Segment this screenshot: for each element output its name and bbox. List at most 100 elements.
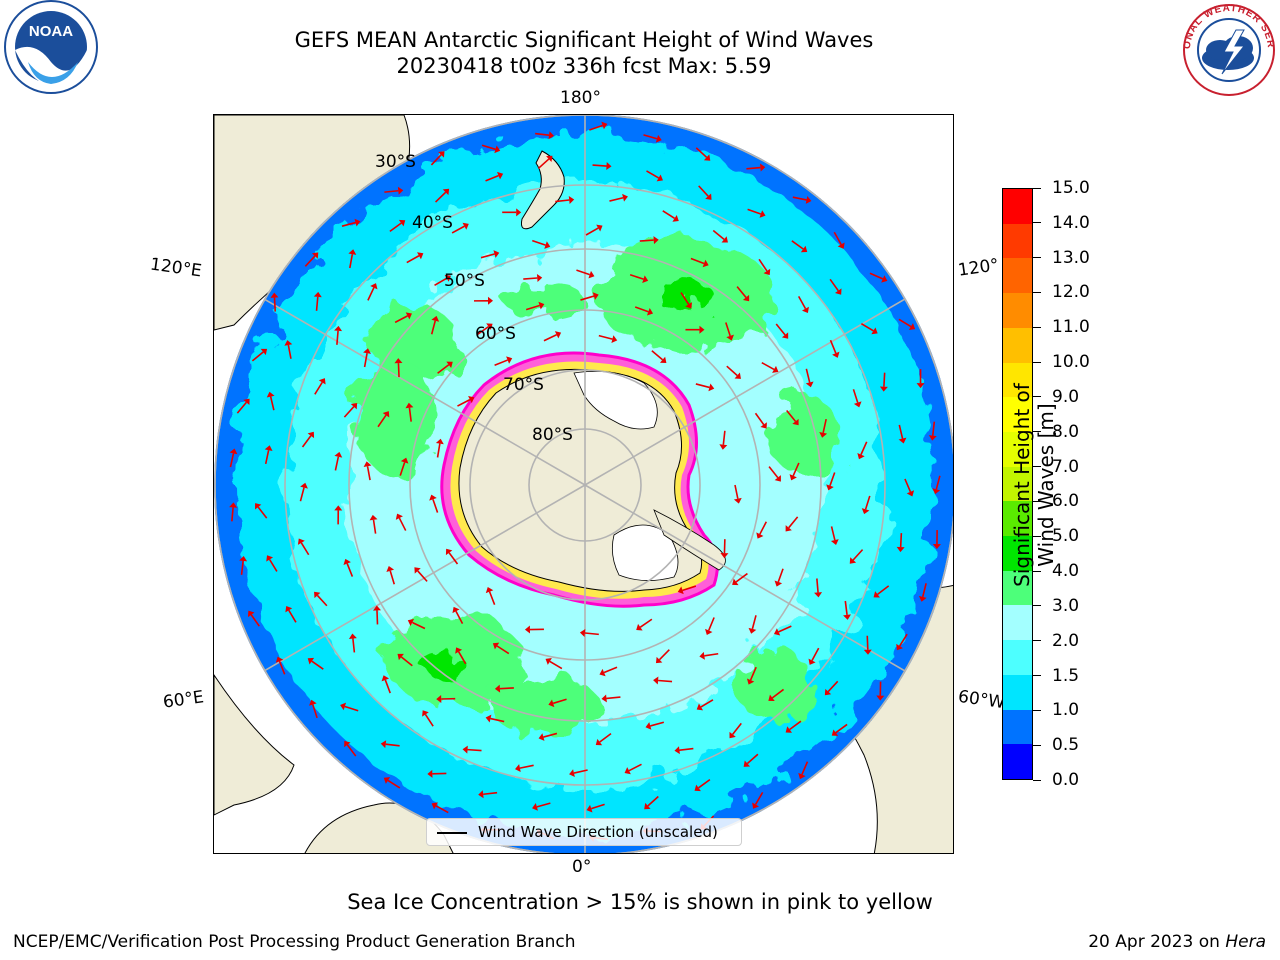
wind-arrow-head [354,218,361,227]
wind-arrow-shaft [792,462,800,477]
wind-arrow-head [394,358,403,364]
colorbar-tick-label: 1.5 [1052,665,1080,686]
wind-arrow-head [748,627,757,634]
wind-arrow-head [694,784,701,792]
wind-arrow-head [879,386,888,392]
wind-arrow-head [732,578,739,586]
wind-arrow-head [831,729,839,736]
colorbar-segment [1003,674,1032,710]
wind-arrow-shaft [229,453,235,468]
wind-arrow-shaft [736,286,747,298]
wind-arrow-shaft [398,517,407,531]
wind-arrow-shaft [424,714,434,727]
wind-arrow-shaft [829,339,837,354]
wind-arrow-shaft [746,166,761,170]
colorbar-tick-label: 8.0 [1052,421,1080,442]
wind-arrow-head [601,121,608,130]
wind-arrow-shaft [346,563,354,577]
wind-arrow-head [908,323,916,330]
wind-arrow-head [334,325,343,332]
wind-arrow-shaft [822,418,827,433]
wind-arrow-shaft [494,359,508,367]
chart-title: GEFS MEAN Antarctic Significant Height o… [294,28,874,52]
wind-arrow-head [674,746,680,755]
wind-arrow-shaft [549,660,563,670]
wind-arrow-shaft [829,472,836,486]
wind-arrow-head [876,695,885,701]
wind-arrow-head [544,241,551,249]
wind-arrow-shaft [349,254,354,269]
lat-label-70s: 70°S [503,375,544,395]
colorbar-segment [1003,570,1032,606]
colorbar-tick-mark [1033,570,1041,572]
wind-arrow-shaft [746,753,759,765]
wind-arrow-shaft [399,462,406,476]
wind-arrow-head [824,688,832,696]
wind-arrow-shaft [312,704,318,719]
wind-arrow-head [515,764,521,773]
wind-arrow-shaft [363,353,368,368]
wind-arrow-shaft [299,487,305,502]
legend-line-sample [437,832,467,834]
wind-arrow-head [659,356,667,363]
wind-arrow-head [400,457,409,464]
wind-arrow-shaft [646,170,660,179]
colorbar-tick-mark [1033,744,1041,746]
wind-arrow-shaft [367,287,375,301]
colorbar-tick-mark [1033,605,1041,607]
colorbar-segment [1003,431,1032,467]
wind-arrow-head [932,544,941,550]
wind-arrow-shaft [311,660,324,670]
wind-arrow-shaft [754,791,764,805]
wind-arrow-shaft [467,748,482,752]
wind-arrow-shaft [250,614,260,627]
footer-date-text: 20 Apr 2023 on [1088,932,1226,952]
wind-arrow-shaft [457,651,467,665]
wind-arrow-head [772,365,779,373]
wind-arrow-head [545,657,552,665]
lon-label-180: 180° [560,88,601,108]
lat-label-50s: 50°S [444,271,485,291]
wind-arrow-head [853,401,862,408]
colorbar-tick-mark [1033,779,1041,781]
wind-arrow-shaft [647,795,659,807]
wind-arrow-head [699,651,705,660]
colorbar-segment [1003,466,1032,502]
wind-arrow-head [485,714,492,723]
wind-arrow-shaft [346,744,357,757]
wind-arrow-shaft [650,721,665,727]
wind-arrow-head [734,372,741,379]
chart-subtitle: 20230418 t00z 336h fcst Max: 5.59 [396,54,772,78]
wind-arrow-shaft [589,124,603,131]
wind-arrow-head [260,348,268,356]
wind-arrow-shaft [829,278,839,292]
wind-arrow-shaft [629,274,644,280]
wind-arrow-head [733,497,742,504]
wind-arrow-head [398,219,406,227]
wind-arrow-head [407,618,415,627]
wind-arrow-shaft [397,363,400,378]
wind-arrow-head [881,275,888,283]
wind-arrow-shaft [864,495,871,510]
polar-map [214,115,953,853]
wind-arrow-head [350,403,358,410]
wind-arrow-shaft [288,609,297,623]
wind-arrow-shaft [904,478,912,493]
wind-arrow-head [445,548,453,556]
wind-arrow-shaft [341,221,356,227]
wind-arrow-shaft [712,229,725,240]
wind-arrow-shaft [435,191,447,203]
wind-arrow-shaft [759,521,768,535]
colorbar-tick-mark [1033,361,1041,363]
wind-arrow-head [266,555,274,562]
wind-arrow-shaft [432,499,439,513]
wind-arrow-shaft [394,315,408,324]
wind-arrow-shaft [384,679,391,694]
colorbar-segment [1003,536,1032,571]
wind-arrow-shaft [599,733,612,743]
wind-arrow-shaft [775,323,786,336]
colorbar-tick-label: 0.5 [1052,735,1080,756]
wind-arrow-head [381,675,390,682]
wind-arrow-head [808,658,816,665]
wind-arrow-shaft [476,325,489,336]
